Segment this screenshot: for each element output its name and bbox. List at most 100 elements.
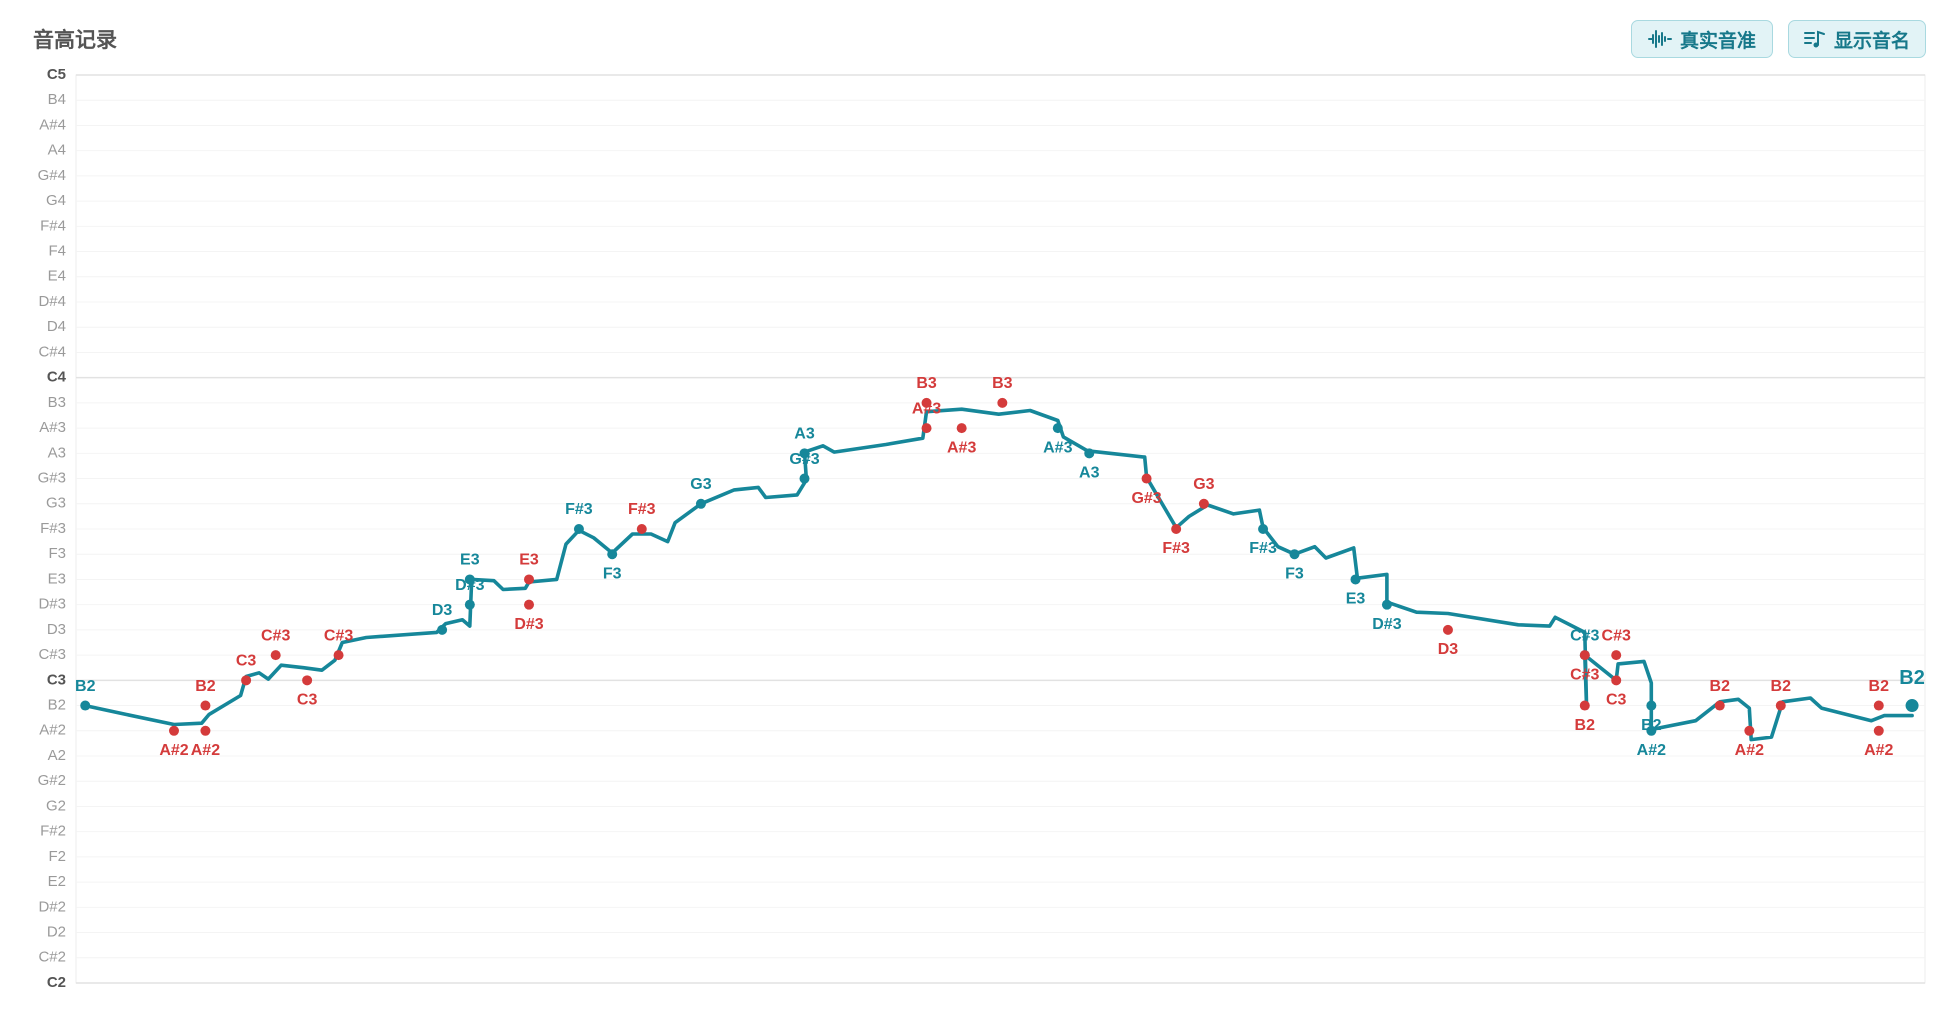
note-label: B2 (1710, 678, 1731, 695)
note-dot (524, 574, 535, 585)
note-dot (956, 423, 967, 434)
note-label: E3 (1346, 591, 1366, 608)
y-tick-label: B3 (48, 394, 66, 411)
note-dot (1611, 650, 1622, 661)
note-label: A3 (794, 426, 815, 443)
note-dot (1442, 624, 1453, 635)
note-dot (799, 473, 810, 484)
note-dot (1289, 549, 1300, 560)
note-label: B3 (992, 375, 1013, 392)
note-dot (1084, 448, 1095, 459)
show-names-button[interactable]: 显示音名 (1788, 20, 1926, 58)
note-dot (1646, 725, 1657, 736)
note-label: C#3 (324, 627, 353, 644)
button-label: 真实音准 (1679, 30, 1756, 52)
note-label: G3 (690, 476, 711, 493)
y-tick-label: F4 (48, 243, 66, 260)
note-dot (607, 549, 618, 560)
y-tick-label: A#3 (39, 419, 66, 436)
note-dot (437, 624, 448, 635)
pitch-line (83, 407, 1914, 742)
note-label: D3 (432, 602, 453, 619)
note-dot (241, 675, 252, 686)
y-tick-label: D#4 (38, 293, 66, 310)
note-label: G#3 (789, 451, 819, 468)
note-dot (1258, 524, 1269, 534)
note-dot (1579, 650, 1590, 661)
note-dot (1744, 725, 1755, 736)
waveform-icon (1647, 30, 1672, 48)
y-tick-label: B4 (48, 91, 66, 108)
note-label: A#3 (1043, 439, 1072, 456)
y-tick-label: G#4 (38, 167, 66, 184)
note-label: D#3 (514, 616, 543, 633)
note-label: D3 (1438, 641, 1459, 658)
y-tick-label: C2 (47, 974, 66, 991)
note-dot (80, 700, 91, 711)
y-tick-label: A3 (48, 444, 66, 461)
button-label: 显示音名 (1833, 30, 1910, 52)
y-tick-label: G#3 (38, 470, 66, 487)
note-dot (464, 574, 475, 585)
note-label: A#2 (159, 742, 188, 759)
note-label: B2 (75, 678, 96, 695)
note-dot (333, 650, 344, 661)
note-label: B3 (916, 375, 937, 392)
note-dot (1579, 650, 1590, 661)
y-tick-label: C#3 (38, 646, 66, 663)
note-dot (1905, 699, 1919, 713)
y-tick-label: F#2 (40, 823, 66, 840)
y-tick-label: C#4 (38, 343, 66, 360)
note-dot (1171, 524, 1182, 534)
note-label: F#3 (628, 501, 656, 518)
note-dot (1646, 700, 1657, 711)
note-label: F3 (1285, 565, 1304, 582)
y-tick-label: F2 (48, 848, 66, 865)
note-label: D#3 (1372, 616, 1401, 633)
y-tick-label: A2 (48, 747, 66, 764)
note-label: C3 (1606, 692, 1627, 709)
y-tick-label: F#3 (40, 520, 66, 537)
note-dot (997, 397, 1008, 408)
note-label: C#3 (1602, 627, 1631, 644)
note-dot (200, 700, 211, 711)
real-pitch-button[interactable]: 真实音准 (1631, 20, 1773, 58)
y-tick-label: F3 (48, 545, 66, 562)
note-dot (695, 498, 706, 509)
y-tick-label: D4 (47, 318, 66, 335)
y-tick-label: E3 (48, 570, 66, 587)
note-dot (270, 650, 281, 661)
note-dot (168, 725, 179, 736)
y-tick-label: G#2 (38, 772, 66, 789)
y-tick-label: A#4 (39, 116, 66, 133)
y-tick-label: F#4 (40, 217, 66, 234)
note-label: A#2 (1637, 742, 1666, 759)
note-label: F3 (603, 565, 622, 582)
note-label: G3 (1193, 476, 1214, 493)
note-dot (921, 397, 932, 408)
y-tick-label: C3 (47, 671, 66, 688)
note-dot (1611, 675, 1622, 686)
note-dot (1714, 700, 1725, 711)
y-tick-label: E2 (48, 873, 66, 890)
note-label: A#3 (912, 400, 941, 417)
note-label: F#3 (1162, 540, 1190, 557)
note-dot (1381, 599, 1392, 610)
note-label: F#3 (1249, 540, 1277, 557)
y-tick-label: E4 (48, 268, 66, 285)
note-label: A#2 (1735, 742, 1764, 759)
note-dot (1052, 423, 1063, 434)
chart-title: 音高记录 (33, 29, 117, 52)
y-tick-label: G3 (46, 495, 66, 512)
note-label: D#3 (455, 577, 484, 594)
note-label: B2 (1641, 717, 1662, 734)
note-label: E3 (460, 552, 480, 569)
note-label: G#3 (1131, 490, 1161, 507)
note-label: A#2 (1864, 742, 1893, 759)
note-dot (799, 448, 810, 459)
note-list-icon (1803, 30, 1825, 48)
y-tick-label: D2 (47, 924, 66, 941)
plot-border (75, 74, 1926, 984)
